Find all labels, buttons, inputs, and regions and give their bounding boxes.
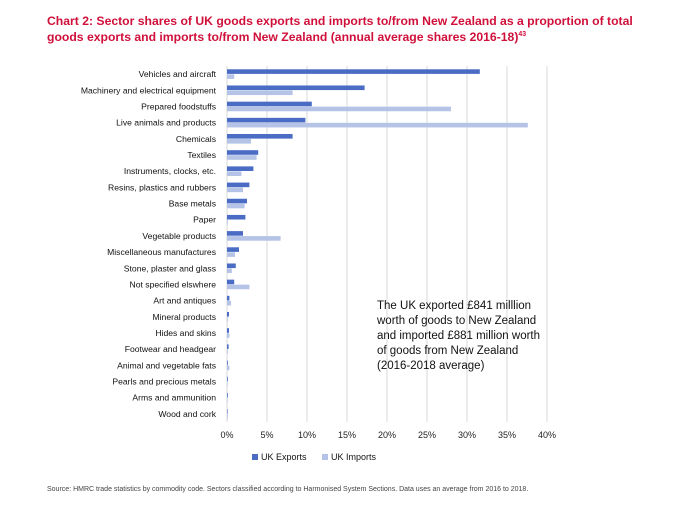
bar-exports [227,198,247,204]
category-label: Animal and vegetable fats [117,360,216,370]
bar-exports [227,279,235,285]
bar-exports [227,214,246,220]
category-label: Arms and ammunition [132,393,216,403]
bar-imports [227,155,257,160]
category-label: Mineral products [152,312,216,322]
bar-imports [227,381,228,387]
bars [227,69,528,419]
bar-exports [227,295,230,301]
bar-imports [227,203,245,209]
bar-imports [227,74,235,79]
bar-exports [227,247,239,252]
x-tick-label: 35% [498,430,516,440]
legend-label: UK Exports [261,452,307,462]
bar-exports [227,85,365,91]
bar-imports [227,139,251,144]
bar-imports [227,90,293,96]
bar-imports [227,365,230,371]
x-tick-label: 5% [260,430,273,440]
category-labels: Vehicles and aircraft Machinery and elect… [81,69,217,419]
annotation-text: The UK exported £841 milllion worth of g… [377,300,541,372]
category-label: Machinery and electrical equipment [81,85,217,95]
bar-exports [227,360,228,366]
chart-title: Chart 2: Sector shares of UK goods expor… [47,14,667,44]
x-tick-label: 15% [338,430,356,440]
category-label: Vegetable products [142,231,216,241]
bar-imports [227,284,250,290]
bar-imports [227,349,228,354]
category-label: Hides and skins [155,328,216,338]
bar-imports [227,236,281,241]
x-tick-labels: 0% 5% 10% 15% 20% 25% 30% 35% 40% [220,430,556,440]
bar-exports [227,328,229,333]
category-label: Pearls and precious metals [112,377,216,387]
bar-imports [227,106,451,112]
category-label: Textiles [187,150,216,160]
bar-imports [227,397,228,403]
x-tick-label: 30% [458,430,476,440]
category-label: Miscellaneous manufactures [107,247,216,257]
bar-exports [227,392,228,398]
category-label: Base metals [169,199,216,209]
legend-label: UK Imports [331,452,377,462]
category-label: Footwear and headgear [125,344,216,354]
bar-exports [227,69,480,74]
x-tick-label: 25% [418,430,436,440]
category-label: Instruments, clocks, etc. [124,166,216,176]
legend-swatch-imports [322,454,328,460]
category-label: Chemicals [176,134,216,144]
source-note: Source: HMRC trade statistics by commodi… [47,486,529,493]
bar-exports [227,376,228,382]
bar-exports [227,263,236,269]
bar-imports [227,252,235,257]
bar-exports [227,150,259,155]
footnote-ref: 43 [518,31,527,38]
bar-exports [227,312,229,317]
x-tick-label: 40% [538,430,556,440]
category-label: Not specified elswhere [130,279,217,289]
category-label: Live animals and products [116,118,216,128]
bar-imports [227,317,228,322]
bar-imports [227,187,243,193]
x-tick-label: 10% [298,430,316,440]
bar-exports [227,231,243,236]
category-label: Stone, plaster and glass [124,263,216,273]
category-label: Art and antiques [153,296,216,306]
category-label: Paper [193,215,216,225]
bar-imports [227,219,228,225]
bar-imports [227,333,230,338]
bar-imports [227,414,228,419]
bar-exports [227,101,312,107]
x-tick-label: 0% [220,430,233,440]
bar-imports [227,300,231,306]
bar-exports [227,182,250,188]
bar-exports [227,117,306,123]
bar-imports [227,171,242,176]
category-label: Prepared foodstuffs [141,101,216,111]
legend-swatch-exports [252,454,258,460]
bar-exports [227,344,229,349]
bar-imports [227,122,528,128]
bar-exports [227,134,293,139]
category-label: Wood and cork [158,409,216,419]
category-label: Resins, plastics and rubbers [108,182,216,192]
bar-exports [227,409,228,414]
category-label: Vehicles and aircraft [139,69,217,79]
bar-exports [227,166,254,171]
legend: UK Exports UK Imports [252,452,377,462]
bar-imports [227,268,232,274]
chart-title-text: Chart 2: Sector shares of UK goods expor… [47,14,633,45]
x-tick-label: 20% [378,430,396,440]
